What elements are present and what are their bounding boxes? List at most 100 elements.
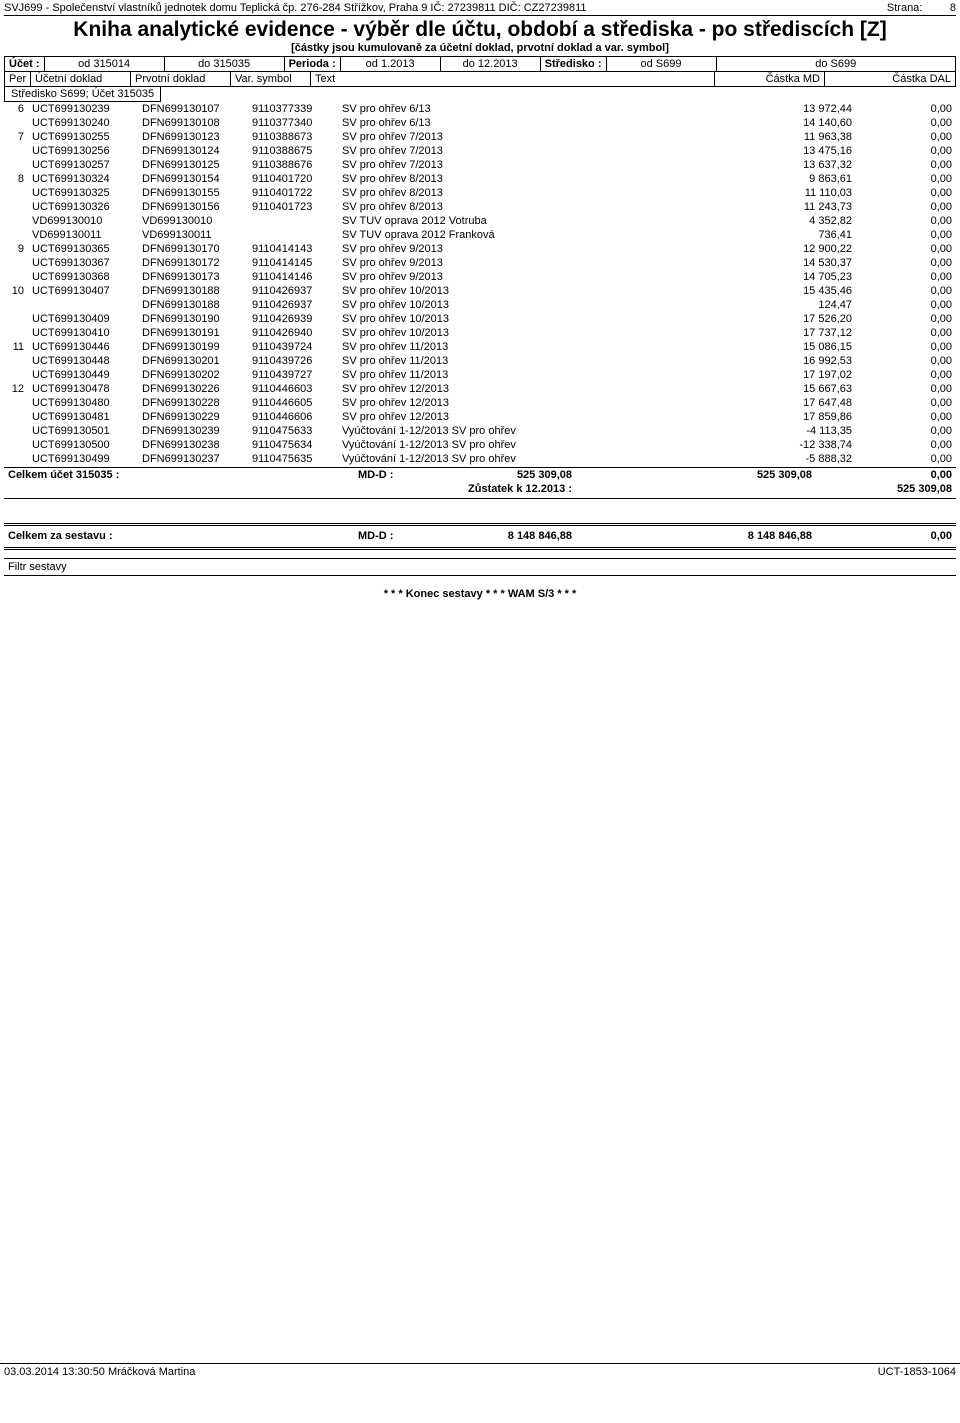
header-top: SVJ699 - Společenství vlastníků jednotek… xyxy=(4,2,956,16)
cell-per xyxy=(4,396,28,410)
cell-per: 6 xyxy=(4,102,28,116)
table-row: 12UCT699130478DFN6991302269110446603SV p… xyxy=(4,382,956,396)
cell-per: 7 xyxy=(4,130,28,144)
cell-dal: 0,00 xyxy=(856,256,956,270)
cell-doc1: UCT699130368 xyxy=(28,270,138,284)
cell-text: SV pro ohřev 10/2013 xyxy=(338,326,736,340)
cell-dal: 0,00 xyxy=(856,242,956,256)
cell-text: SV pro ohřev 8/2013 xyxy=(338,200,736,214)
cell-per xyxy=(4,424,28,438)
cell-doc1: UCT699130255 xyxy=(28,130,138,144)
cell-doc1: UCT699130325 xyxy=(28,186,138,200)
cell-doc1: UCT699130367 xyxy=(28,256,138,270)
cell-doc1: VD699130011 xyxy=(28,228,138,242)
cell-dal: 0,00 xyxy=(856,228,956,242)
cell-doc2: DFN699130237 xyxy=(138,452,248,466)
account-totals: Celkem účet 315035 : MD-D : 525 309,08 5… xyxy=(4,467,956,496)
cell-doc2: VD699130010 xyxy=(138,214,248,228)
filter-stredisko-from: od S699 xyxy=(607,57,717,71)
table-row: UCT699130240DFN6991301089110377340SV pro… xyxy=(4,116,956,130)
grand-total-row: Celkem za sestavu : MD-D : 8 148 846,88 … xyxy=(4,526,956,546)
cell-per: 12 xyxy=(4,382,28,396)
cell-vs: 9110475635 xyxy=(248,452,338,466)
cell-per xyxy=(4,158,28,172)
cell-text: SV pro ohřev 10/2013 xyxy=(338,284,736,298)
cell-per xyxy=(4,186,28,200)
cell-md: 124,47 xyxy=(736,298,856,312)
cell-doc2: DFN699130199 xyxy=(138,340,248,354)
cell-md: 11 243,73 xyxy=(736,200,856,214)
cell-per xyxy=(4,200,28,214)
cell-text: SV pro ohřev 10/2013 xyxy=(338,312,736,326)
cell-per xyxy=(4,438,28,452)
balance-value: 525 309,08 xyxy=(812,483,952,495)
cell-md: 13 972,44 xyxy=(736,102,856,116)
cell-doc2: DFN699130124 xyxy=(138,144,248,158)
cell-md: 15 435,46 xyxy=(736,284,856,298)
table-row: 11UCT699130446DFN6991301999110439724SV p… xyxy=(4,340,956,354)
cell-vs: 9110439726 xyxy=(248,354,338,368)
cell-vs: 9110377340 xyxy=(248,116,338,130)
cell-md: 13 475,16 xyxy=(736,144,856,158)
cell-doc1: UCT699130449 xyxy=(28,368,138,382)
cell-doc2: DFN699130228 xyxy=(138,396,248,410)
cell-doc1: UCT699130501 xyxy=(28,424,138,438)
cell-doc2: DFN699130191 xyxy=(138,326,248,340)
cell-text: SV pro ohřev 8/2013 xyxy=(338,172,736,186)
cell-dal: 0,00 xyxy=(856,102,956,116)
table-row: 10UCT699130407DFN6991301889110426937SV p… xyxy=(4,284,956,298)
totals-mdd-value: 525 309,08 xyxy=(418,469,652,481)
table-row: UCT699130480DFN6991302289110446605SV pro… xyxy=(4,396,956,410)
cell-doc2: VD699130011 xyxy=(138,228,248,242)
cell-vs: 9110475633 xyxy=(248,424,338,438)
filter-stredisko-label: Středisko : xyxy=(541,57,607,71)
cell-per xyxy=(4,298,28,312)
cell-text: SV pro ohřev 12/2013 xyxy=(338,396,736,410)
cell-doc1: UCT699130478 xyxy=(28,382,138,396)
cell-dal: 0,00 xyxy=(856,326,956,340)
cell-doc1: UCT699130240 xyxy=(28,116,138,130)
grand-mdd-label: MD-D : xyxy=(298,530,418,542)
cell-doc1: UCT699130446 xyxy=(28,340,138,354)
filter-perioda-to: do 12.2013 xyxy=(441,57,541,71)
cell-md: 17 859,86 xyxy=(736,410,856,424)
totals-dal-sum: 0,00 xyxy=(812,469,952,481)
cell-per xyxy=(4,270,28,284)
data-table: 6UCT699130239DFN6991301079110377339SV pr… xyxy=(4,102,956,466)
cell-doc2: DFN699130202 xyxy=(138,368,248,382)
cell-text: SV pro ohřev 8/2013 xyxy=(338,186,736,200)
cell-doc1: UCT699130256 xyxy=(28,144,138,158)
cell-dal: 0,00 xyxy=(856,452,956,466)
cell-md: 16 992,53 xyxy=(736,354,856,368)
cell-dal: 0,00 xyxy=(856,172,956,186)
cell-vs: 9110439727 xyxy=(248,368,338,382)
grand-mdd-value: 8 148 846,88 xyxy=(418,530,652,542)
table-row: 8UCT699130324DFN6991301549110401720SV pr… xyxy=(4,172,956,186)
cell-doc2: DFN699130170 xyxy=(138,242,248,256)
cell-dal: 0,00 xyxy=(856,424,956,438)
cell-text: SV pro ohřev 10/2013 xyxy=(338,298,736,312)
cell-vs: 9110446603 xyxy=(248,382,338,396)
column-headers: Per Účetní doklad Prvotní doklad Var. sy… xyxy=(4,72,956,87)
cell-doc1: UCT699130499 xyxy=(28,452,138,466)
cell-dal: 0,00 xyxy=(856,116,956,130)
cell-doc1: UCT699130410 xyxy=(28,326,138,340)
grand-label: Celkem za sestavu : xyxy=(8,530,298,542)
cell-doc2: DFN699130123 xyxy=(138,130,248,144)
cell-dal: 0,00 xyxy=(856,368,956,382)
cell-doc2: DFN699130108 xyxy=(138,116,248,130)
cell-vs: 9110388676 xyxy=(248,158,338,172)
col-vs: Var. symbol xyxy=(231,72,311,86)
cell-doc1: UCT699130407 xyxy=(28,284,138,298)
table-row: UCT699130368DFN6991301739110414146SV pro… xyxy=(4,270,956,284)
col-text: Text xyxy=(311,72,715,86)
cell-text: SV TUV oprava 2012 Votruba xyxy=(338,214,736,228)
table-row: DFN6991301889110426937SV pro ohřev 10/20… xyxy=(4,298,956,312)
cell-doc1: UCT699130448 xyxy=(28,354,138,368)
cell-text: Vyúčtování 1-12/2013 SV pro ohřev xyxy=(338,424,736,438)
cell-text: SV pro ohřev 7/2013 xyxy=(338,158,736,172)
footer-right: UCT-1853-1064 xyxy=(878,1366,956,1378)
cell-dal: 0,00 xyxy=(856,298,956,312)
cell-text: SV pro ohřev 12/2013 xyxy=(338,410,736,424)
cell-per xyxy=(4,116,28,130)
